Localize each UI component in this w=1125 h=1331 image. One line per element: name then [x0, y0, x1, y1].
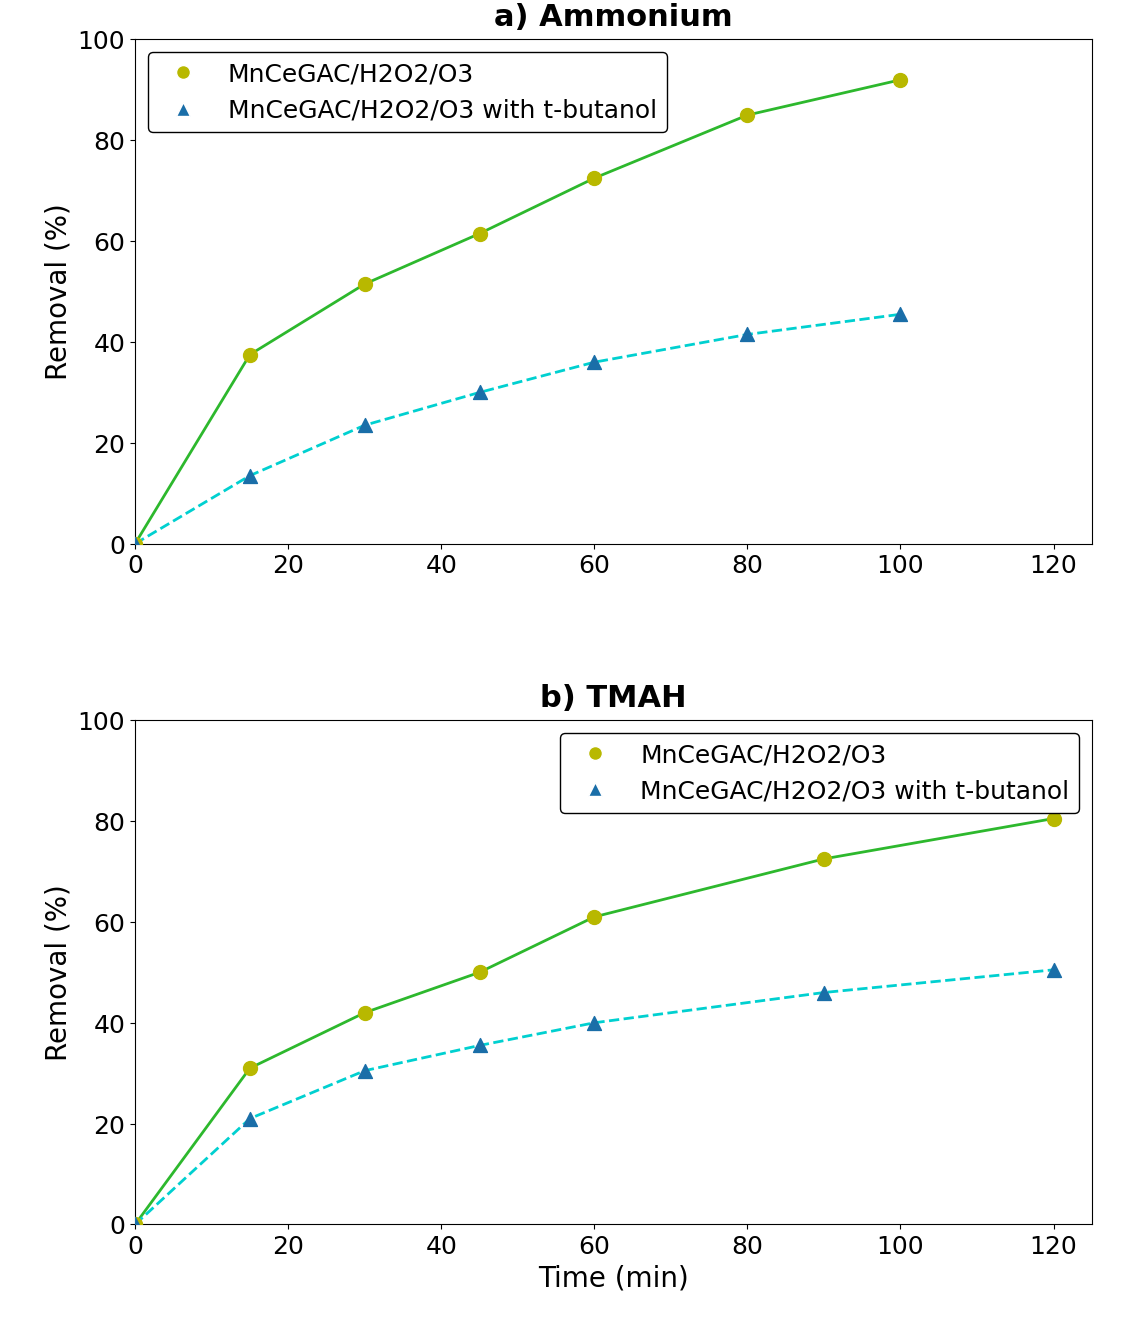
Point [356, 1059, 374, 1081]
Title: a) Ammonium: a) Ammonium [494, 3, 732, 32]
Point [891, 69, 909, 91]
Point [585, 351, 603, 373]
Point [891, 303, 909, 325]
Point [126, 1214, 144, 1235]
Point [356, 415, 374, 437]
Point [814, 848, 832, 869]
Point [470, 382, 488, 403]
Point [1044, 960, 1062, 981]
Y-axis label: Removal (%): Removal (%) [44, 884, 72, 1061]
Point [356, 274, 374, 295]
Point [738, 105, 756, 126]
Point [585, 168, 603, 189]
Point [1044, 808, 1062, 829]
Y-axis label: Removal (%): Removal (%) [44, 204, 72, 381]
Point [126, 1214, 144, 1235]
Point [241, 466, 259, 487]
Point [470, 1036, 488, 1057]
Point [585, 1013, 603, 1034]
Point [126, 534, 144, 555]
Point [241, 345, 259, 366]
Point [585, 906, 603, 928]
Point [814, 982, 832, 1004]
Title: b) TMAH: b) TMAH [540, 684, 686, 712]
Point [356, 1002, 374, 1024]
Point [241, 1058, 259, 1079]
Legend: MnCeGAC/H2O2/O3, MnCeGAC/H2O2/O3 with t-butanol: MnCeGAC/H2O2/O3, MnCeGAC/H2O2/O3 with t-… [560, 733, 1079, 813]
Point [470, 224, 488, 245]
Point [738, 325, 756, 346]
Point [126, 534, 144, 555]
Legend: MnCeGAC/H2O2/O3, MnCeGAC/H2O2/O3 with t-butanol: MnCeGAC/H2O2/O3, MnCeGAC/H2O2/O3 with t-… [147, 52, 666, 133]
Point [241, 1107, 259, 1129]
X-axis label: Time (min): Time (min) [538, 1263, 688, 1292]
Point [470, 962, 488, 984]
